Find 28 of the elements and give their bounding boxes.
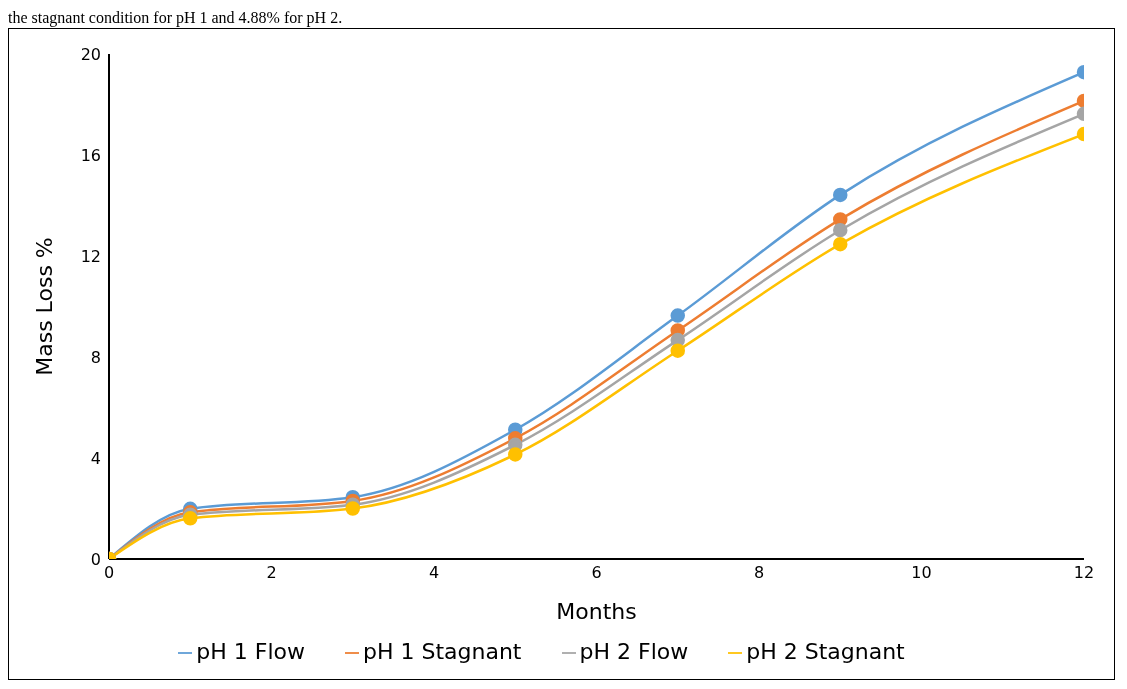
y-tick-label: 16	[80, 145, 101, 165]
point	[183, 511, 198, 526]
y-tick-label: 0	[90, 549, 101, 569]
x-tick-label: 12	[1073, 563, 1095, 583]
y-tick-label: 4	[90, 448, 101, 468]
x-tick-label: 2	[266, 563, 277, 583]
point	[833, 236, 848, 252]
x-tick-label: 6	[591, 563, 602, 583]
legend-label: pH 2 Flow	[579, 639, 689, 664]
point	[833, 187, 848, 203]
text: the stagnant condition for pH 1 and 4.88% for pH 2.	[8, 9, 343, 26]
x-tick-label: 0	[103, 563, 115, 583]
point	[833, 223, 848, 238]
y-tick-label: 20	[80, 44, 101, 64]
legend-label: pH 1 Stagnant	[362, 639, 522, 664]
x-tick-label: 8	[753, 563, 765, 583]
point	[508, 447, 523, 462]
x-axis-title: Months	[556, 599, 637, 624]
x-tick-label: 4	[428, 563, 440, 583]
point	[670, 343, 685, 358]
point	[345, 501, 360, 516]
y-axis-title: Mass Loss %	[31, 237, 57, 376]
legend-label: pH 1 Flow	[196, 639, 305, 664]
y-tick-label: 8	[90, 347, 101, 367]
y-tick-label: 12	[80, 246, 101, 266]
point	[670, 308, 685, 323]
legend-label: pH 2 Stagnant	[746, 639, 905, 664]
x-tick-label: 10	[911, 563, 932, 583]
